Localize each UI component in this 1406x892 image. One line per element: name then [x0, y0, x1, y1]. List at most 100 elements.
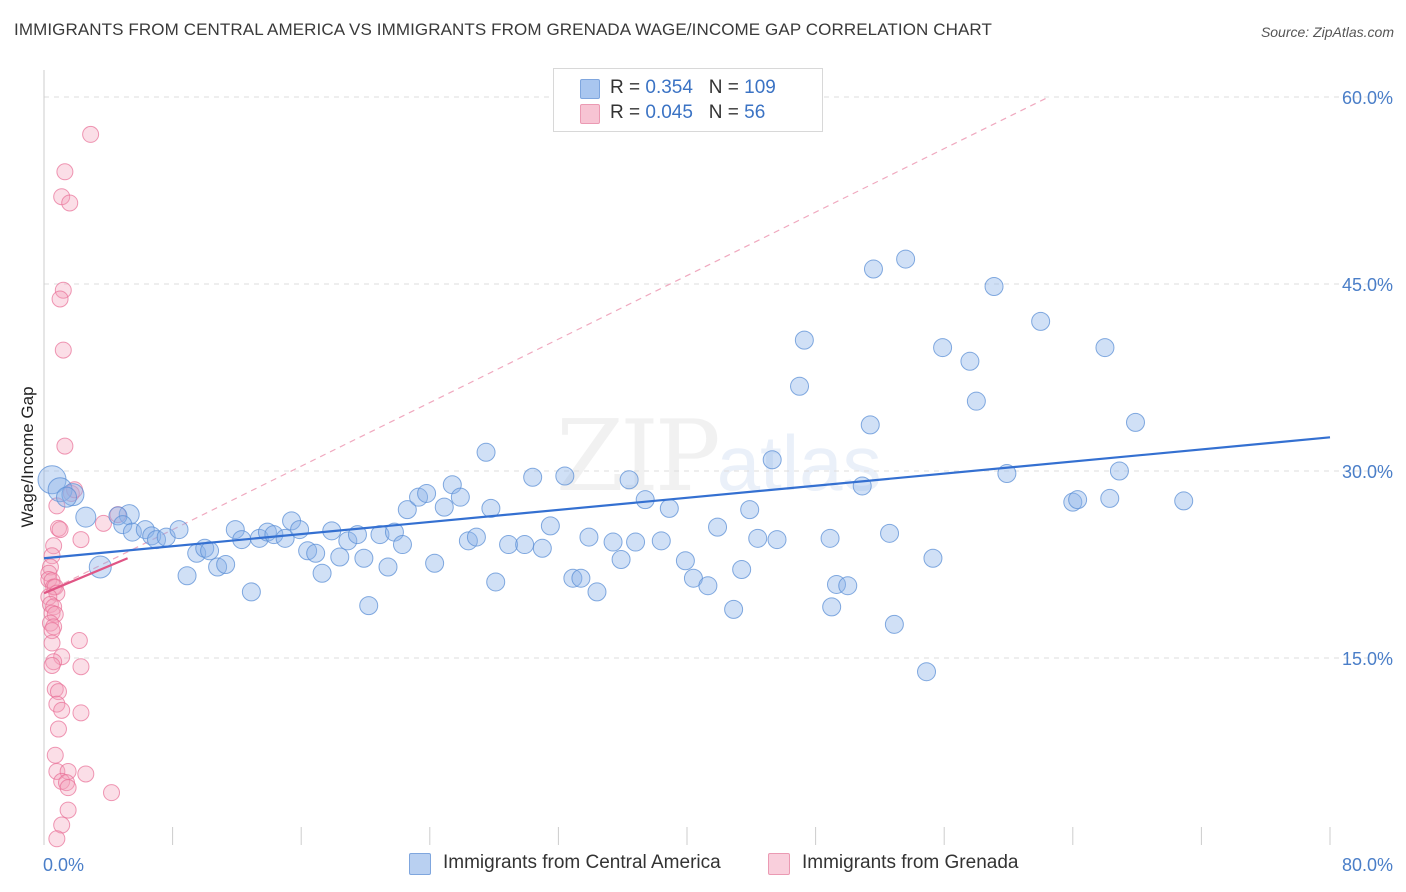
- data-point-grenada: [51, 521, 69, 539]
- data-point-central-america: [708, 517, 728, 537]
- data-point-central-america: [603, 532, 623, 552]
- data-point-central-america: [1063, 492, 1083, 512]
- data-point-grenada: [41, 595, 59, 613]
- data-point-central-america: [306, 543, 326, 563]
- data-point-central-america: [838, 576, 858, 596]
- r-value: 0.045: [645, 102, 693, 123]
- data-point-central-america: [820, 528, 840, 548]
- data-point-central-america: [241, 582, 261, 602]
- data-point-central-america: [966, 391, 986, 411]
- data-point-central-america: [476, 442, 496, 462]
- data-point-grenada: [46, 605, 64, 623]
- legend-swatch-pink: [768, 853, 790, 875]
- watermark: ZIPatlas: [556, 400, 882, 514]
- r-label: R =: [610, 102, 641, 123]
- data-point-grenada: [53, 816, 71, 834]
- data-point-central-america: [651, 531, 671, 551]
- data-point-grenada: [49, 720, 67, 738]
- data-point-grenada: [94, 514, 112, 532]
- data-point-grenada: [54, 341, 72, 359]
- data-point-central-america: [822, 597, 842, 617]
- data-point-central-america: [748, 528, 768, 548]
- legend-label-central-america: Immigrants from Central America: [443, 852, 721, 873]
- data-point-central-america: [56, 486, 78, 508]
- data-point-grenada: [46, 746, 64, 764]
- data-point-grenada: [43, 622, 61, 640]
- data-point-central-america: [177, 566, 197, 586]
- data-point-grenada: [41, 558, 59, 576]
- data-point-central-america: [860, 415, 880, 435]
- data-point-central-america: [884, 614, 904, 634]
- legend-text-central-america: R = 0.354 N = 109: [610, 77, 776, 99]
- data-point-central-america: [863, 259, 883, 279]
- data-point-central-america: [794, 330, 814, 350]
- data-point-grenada: [43, 656, 61, 674]
- legend-text-grenada: R = 0.045 N = 56: [610, 102, 765, 124]
- r-label: R =: [610, 77, 641, 98]
- data-point-central-america: [378, 557, 398, 577]
- data-point-grenada: [61, 194, 79, 212]
- grenada-points: [40, 125, 127, 848]
- data-point-central-america: [359, 596, 379, 616]
- data-point-central-america: [762, 450, 782, 470]
- data-point-central-america: [923, 548, 943, 568]
- data-point-grenada: [49, 683, 67, 701]
- data-point-grenada: [48, 830, 66, 848]
- watermark-zip: ZIP: [556, 400, 721, 514]
- data-point-central-america: [338, 531, 358, 551]
- data-point-grenada: [43, 634, 61, 652]
- data-point-central-america: [532, 538, 552, 558]
- data-point-central-america: [61, 483, 85, 507]
- tick-labels: 15.0% 30.0% 45.0% 60.0% 0.0% 80.0% Wage/Income…: [18, 88, 1393, 875]
- data-point-central-america: [555, 466, 575, 486]
- trend-line-grenada: [43, 557, 129, 595]
- data-point-central-america: [75, 506, 97, 528]
- chart-title: IMMIGRANTS FROM CENTRAL AMERICA VS IMMIG…: [14, 20, 992, 39]
- data-point-central-america: [264, 525, 284, 545]
- data-point-central-america: [896, 249, 916, 269]
- legend-swatch-blue: [580, 79, 600, 99]
- data-point-central-america: [611, 550, 631, 570]
- data-point-central-america: [499, 535, 519, 555]
- data-point-central-america: [790, 376, 810, 396]
- data-point-grenada: [72, 658, 90, 676]
- data-point-grenada: [51, 290, 69, 308]
- data-point-central-america: [732, 559, 752, 579]
- y-tick-label: 15.0%: [1342, 649, 1393, 669]
- data-point-grenada: [72, 531, 90, 549]
- data-point-central-america: [740, 500, 760, 520]
- trend-lines: [43, 436, 1331, 595]
- grid: [44, 96, 1392, 659]
- n-label: N =: [708, 102, 739, 123]
- y-axis-title: Wage/Income Gap: [18, 386, 37, 527]
- data-point-central-america: [1031, 311, 1051, 331]
- data-point-grenada: [56, 163, 74, 181]
- data-point-central-america: [425, 553, 445, 573]
- data-point-central-america: [216, 555, 236, 574]
- data-point-central-america: [200, 541, 220, 561]
- data-point-central-america: [417, 483, 437, 503]
- r-value: 0.354: [645, 77, 693, 98]
- data-point-central-america: [466, 527, 486, 547]
- y-tick-label: 45.0%: [1342, 275, 1393, 295]
- data-point-grenada: [70, 632, 88, 650]
- data-point-central-america: [1125, 412, 1145, 432]
- data-point-central-america: [619, 470, 639, 490]
- data-point-grenada: [54, 281, 72, 299]
- legend-swatch-blue: [409, 853, 431, 875]
- data-point-central-america: [515, 535, 535, 555]
- data-point-grenada: [59, 801, 77, 819]
- data-point-grenada: [72, 704, 90, 722]
- data-point-grenada: [53, 648, 71, 666]
- data-point-grenada: [103, 784, 121, 802]
- data-point-central-america: [1100, 488, 1120, 508]
- legend-label-grenada: Immigrants from Grenada: [802, 852, 1019, 873]
- data-point-grenada: [56, 437, 74, 455]
- data-point-central-america: [675, 551, 695, 571]
- data-point-central-america: [984, 276, 1004, 296]
- data-point-central-america: [481, 498, 501, 518]
- data-point-central-america: [1174, 491, 1194, 511]
- data-point-central-america: [312, 563, 332, 583]
- data-point-central-america: [724, 599, 744, 619]
- data-point-central-america: [960, 351, 980, 371]
